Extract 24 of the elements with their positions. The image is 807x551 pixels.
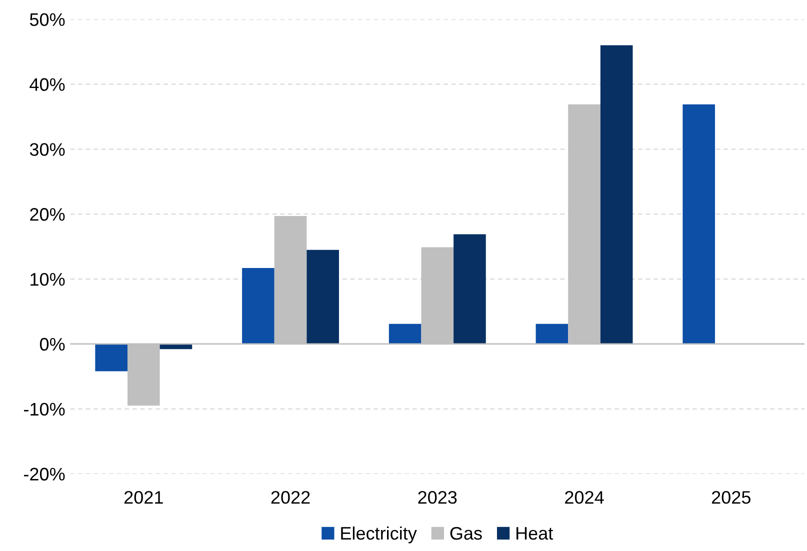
x-tick-label: 2023 <box>418 491 457 504</box>
legend-label: Heat <box>516 527 554 540</box>
bar <box>306 250 339 344</box>
bar <box>600 45 633 344</box>
legend-label: Gas <box>450 526 482 540</box>
x-tick-label: 2024 <box>565 491 604 504</box>
bar <box>388 324 422 344</box>
bar <box>242 268 274 344</box>
bar <box>536 324 568 344</box>
x-tick-label: 2022 <box>271 491 310 504</box>
y-tick-label: 30% <box>30 143 65 156</box>
y-tick-label: -20% <box>24 468 65 481</box>
legend-label: Electricity <box>341 526 417 544</box>
y-tick-label: 50% <box>30 13 65 26</box>
y-tick-label: 0% <box>40 338 65 351</box>
x-tick-label: 2021 <box>124 491 163 504</box>
bar <box>682 104 715 344</box>
y-tick-label: 20% <box>30 208 65 221</box>
bar <box>95 344 128 372</box>
y-tick-label: 40% <box>30 78 65 91</box>
y-tick-label: 10% <box>30 272 65 286</box>
bar <box>454 234 486 344</box>
x-tick-label: 2025 <box>712 491 750 504</box>
y-tick-label: -10% <box>24 402 65 416</box>
